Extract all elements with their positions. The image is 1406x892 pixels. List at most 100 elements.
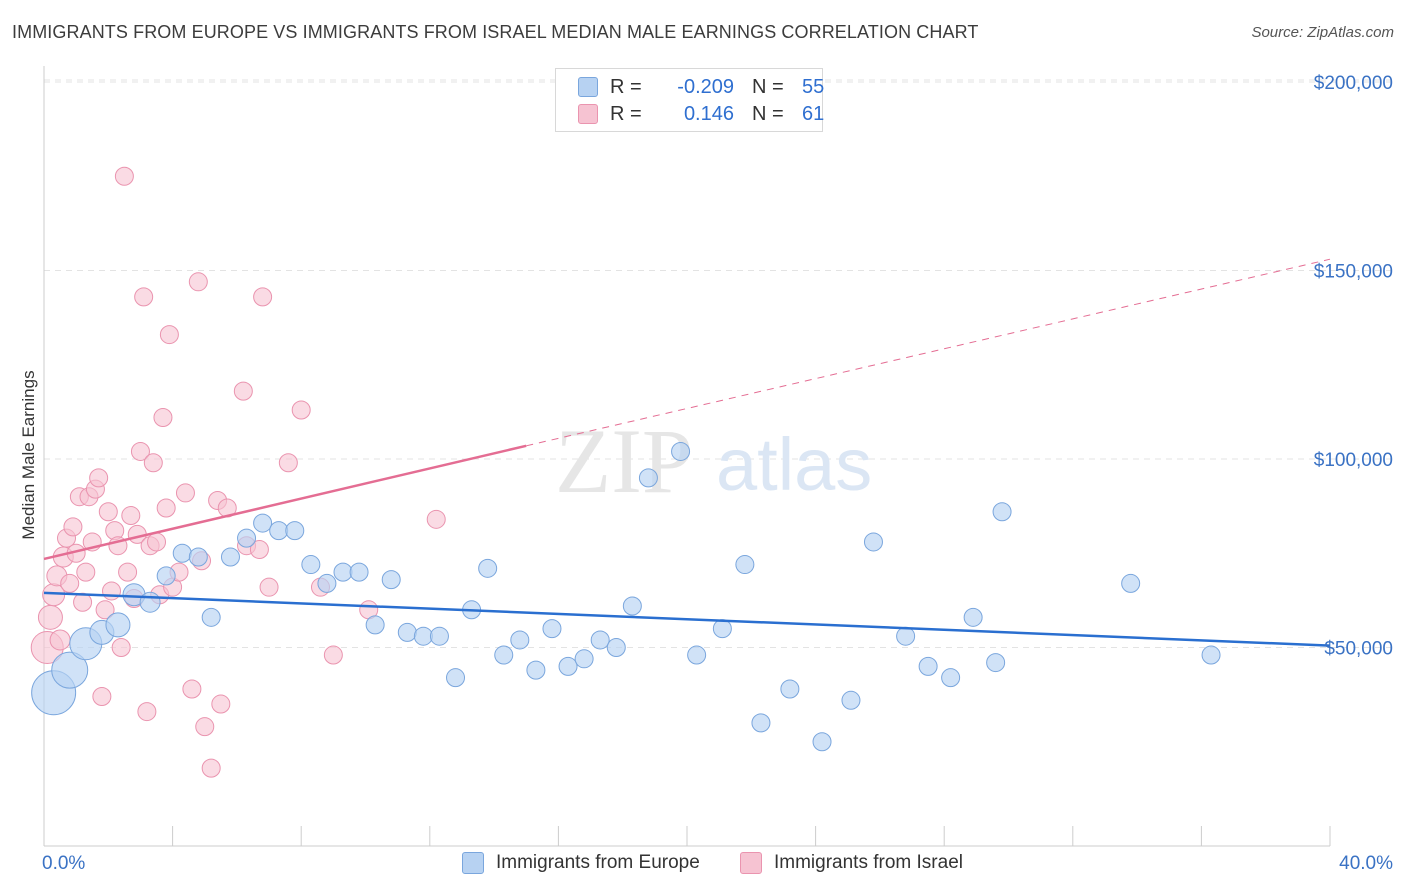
legend-r-value-israel: 0.146 xyxy=(683,102,734,125)
europe-point xyxy=(478,558,498,578)
europe-point xyxy=(105,612,131,638)
europe-point xyxy=(172,543,192,563)
watermark-atlas: atlas xyxy=(716,423,872,506)
europe-point xyxy=(526,660,546,680)
europe-point xyxy=(712,619,732,639)
europe-point xyxy=(156,566,176,586)
europe-point xyxy=(139,591,161,613)
legend-n-label: N = xyxy=(752,75,784,98)
legend-swatch-israel xyxy=(578,104,598,124)
israel-point xyxy=(121,506,141,526)
israel-point xyxy=(49,629,71,651)
israel-point xyxy=(102,581,122,601)
y-axis-label: Median Male Earnings xyxy=(19,370,38,539)
israel-point xyxy=(89,468,109,488)
europe-point xyxy=(863,532,883,552)
grid-lines xyxy=(44,79,1395,648)
axes xyxy=(43,66,1331,847)
europe-point xyxy=(201,607,221,627)
europe-points xyxy=(31,441,1221,752)
legend-r-label: R = xyxy=(610,75,642,98)
israel-point xyxy=(175,483,195,503)
israel-point xyxy=(182,679,202,699)
israel-point xyxy=(76,562,96,582)
europe-point xyxy=(413,626,433,646)
x-tick-label-max: 40.0% xyxy=(1339,853,1393,874)
series-swatch-israel xyxy=(740,852,762,874)
series-label-israel: Immigrants from Israel xyxy=(774,852,963,873)
series-legend-israel: Immigrants from Israel xyxy=(740,852,963,874)
source-label: Source: ZipAtlas.com xyxy=(1251,24,1394,41)
europe-point xyxy=(446,668,466,688)
legend-r-label: R = xyxy=(610,102,642,125)
israel-point xyxy=(92,687,112,707)
europe-point xyxy=(780,679,800,699)
israel-point xyxy=(201,758,221,778)
y-tick-label: $150,000 xyxy=(1314,262,1393,283)
europe-point xyxy=(51,651,89,689)
israel-point xyxy=(253,287,273,307)
israel-point xyxy=(147,532,167,552)
europe-point xyxy=(301,555,321,575)
europe-point xyxy=(687,645,707,665)
israel-point xyxy=(130,441,150,461)
israel-point xyxy=(233,381,253,401)
europe-point xyxy=(574,649,594,669)
europe-point xyxy=(542,619,562,639)
israel-trend-extension xyxy=(526,258,1331,447)
series-legend: Immigrants from Europe Immigrants from I… xyxy=(0,852,1406,878)
europe-point xyxy=(269,521,289,541)
series-swatch-europe xyxy=(462,852,484,874)
europe-point xyxy=(429,626,449,646)
israel-point xyxy=(134,287,154,307)
europe-point xyxy=(237,528,257,548)
europe-point xyxy=(1201,645,1221,665)
legend-r-value-europe: -0.209 xyxy=(677,75,734,98)
europe-point xyxy=(812,732,832,752)
tick-labels: $50,000 $100,000 $150,000 $200,000 0.0% 40.0% xyxy=(42,73,1393,874)
europe-point xyxy=(841,690,861,710)
y-tick-label: $100,000 xyxy=(1314,450,1393,471)
series-label-europe: Immigrants from Europe xyxy=(496,852,700,873)
europe-point xyxy=(220,547,240,567)
israel-point xyxy=(98,502,118,522)
israel-point xyxy=(426,509,446,529)
israel-point xyxy=(95,600,115,620)
europe-point xyxy=(1121,573,1141,593)
europe-point xyxy=(638,468,658,488)
europe-point xyxy=(494,645,514,665)
europe-point xyxy=(349,562,369,582)
israel-point xyxy=(156,498,176,518)
israel-point xyxy=(114,166,134,186)
europe-point xyxy=(918,656,938,676)
europe-point xyxy=(188,547,208,567)
israel-point xyxy=(143,453,163,473)
israel-point xyxy=(137,702,157,722)
europe-point xyxy=(590,630,610,650)
europe-point xyxy=(992,502,1012,522)
y-tick-label: $200,000 xyxy=(1314,73,1393,94)
watermark-zip: ZIP xyxy=(555,410,693,512)
legend-row-israel: R = 0.146 N = 61 xyxy=(578,101,824,127)
europe-point xyxy=(622,596,642,616)
israel-point xyxy=(153,408,173,428)
watermark: ZIP atlas xyxy=(555,410,872,512)
israel-point xyxy=(188,272,208,292)
series-legend-europe: Immigrants from Europe xyxy=(462,852,700,874)
legend-swatch-europe xyxy=(578,77,598,97)
europe-point xyxy=(397,622,417,642)
europe-point xyxy=(253,513,273,533)
europe-point xyxy=(735,555,755,575)
europe-point xyxy=(941,668,961,688)
europe-point xyxy=(751,713,771,733)
israel-point xyxy=(211,694,231,714)
israel-point xyxy=(63,517,83,537)
legend-n-value-israel: 61 xyxy=(802,102,825,125)
chart-title: IMMIGRANTS FROM EUROPE VS IMMIGRANTS FRO… xyxy=(12,22,979,42)
israel-point xyxy=(159,325,179,345)
israel-point xyxy=(278,453,298,473)
israel-point xyxy=(195,717,215,737)
x-tick-label-min: 0.0% xyxy=(42,853,85,874)
correlation-legend: R = -0.209 N = 55 R = 0.146 N = 61 xyxy=(555,68,824,132)
